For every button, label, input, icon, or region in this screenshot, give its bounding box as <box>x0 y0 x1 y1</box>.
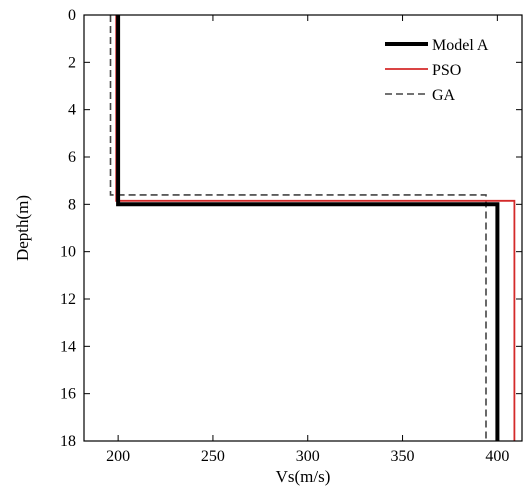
y-tick-label: 16 <box>60 386 76 403</box>
legend-label: Model A <box>432 37 489 54</box>
legend: Model A PSO GA <box>385 37 489 104</box>
x-axis-label: Vs(m/s) <box>276 467 331 486</box>
y-tick-label: 18 <box>60 433 76 450</box>
y-tick-label: 8 <box>68 196 76 213</box>
y-tick-label: 14 <box>60 338 76 355</box>
legend-label: PSO <box>432 62 461 79</box>
y-tick-label: 4 <box>68 102 76 119</box>
x-tick-label: 400 <box>485 448 509 465</box>
x-tick-label: 350 <box>391 448 415 465</box>
series-line-model-a <box>116 15 500 441</box>
y-axis-label: Depth(m) <box>13 195 32 261</box>
legend-label: GA <box>432 87 456 104</box>
y-tick-label: 12 <box>60 291 76 308</box>
x-tick-label: 200 <box>106 448 130 465</box>
series-line-ga <box>109 15 487 441</box>
y-tick-label: 10 <box>60 244 76 261</box>
x-tick-label: 250 <box>201 448 225 465</box>
y-tick-label: 6 <box>68 149 76 166</box>
plot-area-frame <box>83 14 523 442</box>
x-tick-label: 300 <box>296 448 320 465</box>
y-tick-label: 2 <box>68 54 76 71</box>
y-tick-label: 0 <box>68 7 76 24</box>
